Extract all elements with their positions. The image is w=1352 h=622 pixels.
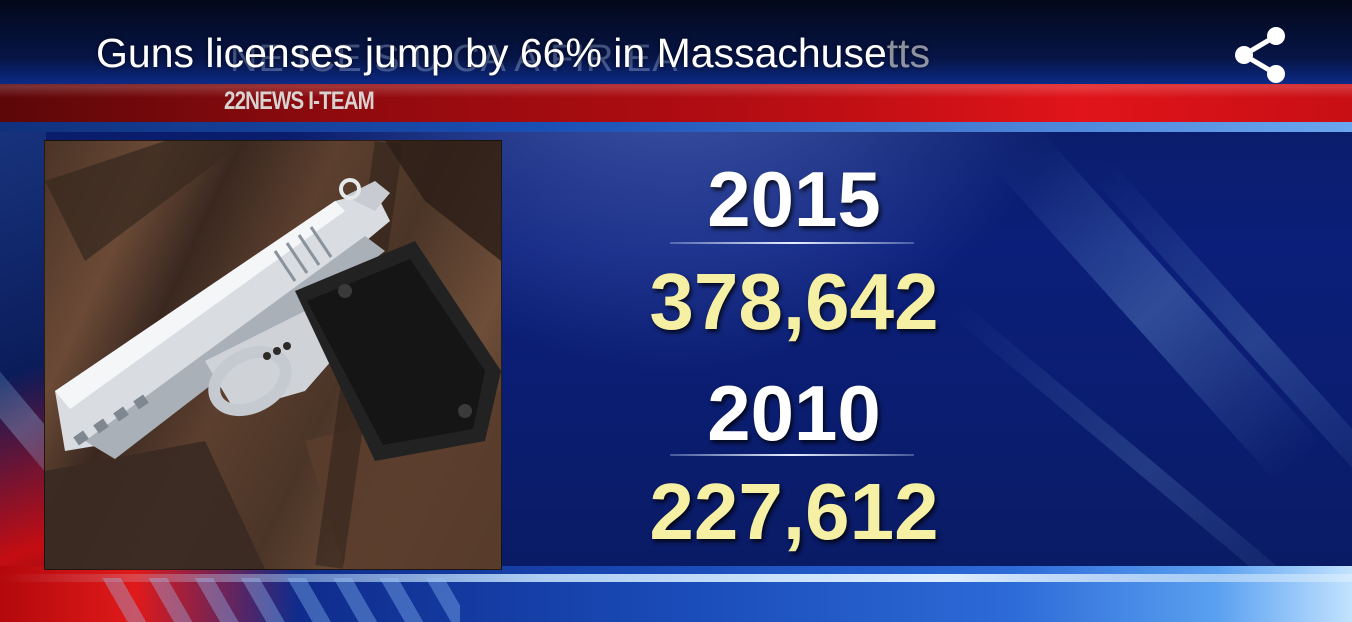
- background-caption: NE ICE S U CA A FIR EA: [230, 38, 679, 80]
- bottom-angle-stripes: [100, 578, 460, 622]
- stat-value-2010: 227,612: [649, 467, 939, 556]
- stat-value-2015: 378,642: [649, 257, 939, 346]
- divider-line: [0, 122, 1352, 132]
- title-band: [0, 0, 1352, 84]
- stat-year-2015: 2015: [707, 155, 881, 243]
- share-button[interactable]: [1226, 20, 1296, 90]
- pistol-illustration: [45, 141, 501, 569]
- stat-year-2010: 2010: [707, 369, 881, 457]
- left-edge-decoration: [0, 120, 46, 622]
- share-icon: [1235, 27, 1285, 83]
- video-title: Guns licenses jump by 66% in Massachuset…: [96, 30, 930, 77]
- video-title-tail: tts: [886, 30, 931, 76]
- segment-label: 22NEWS I-TEAM: [224, 87, 375, 115]
- news-strip: [0, 84, 1352, 124]
- pistol-image: [44, 140, 502, 570]
- light-streak: [995, 130, 1322, 483]
- video-title-main: Guns licenses jump by 66% in Massachuse: [96, 30, 887, 76]
- stat-divider: [670, 454, 914, 456]
- bottom-glow: [0, 574, 1352, 582]
- stat-divider: [670, 242, 914, 244]
